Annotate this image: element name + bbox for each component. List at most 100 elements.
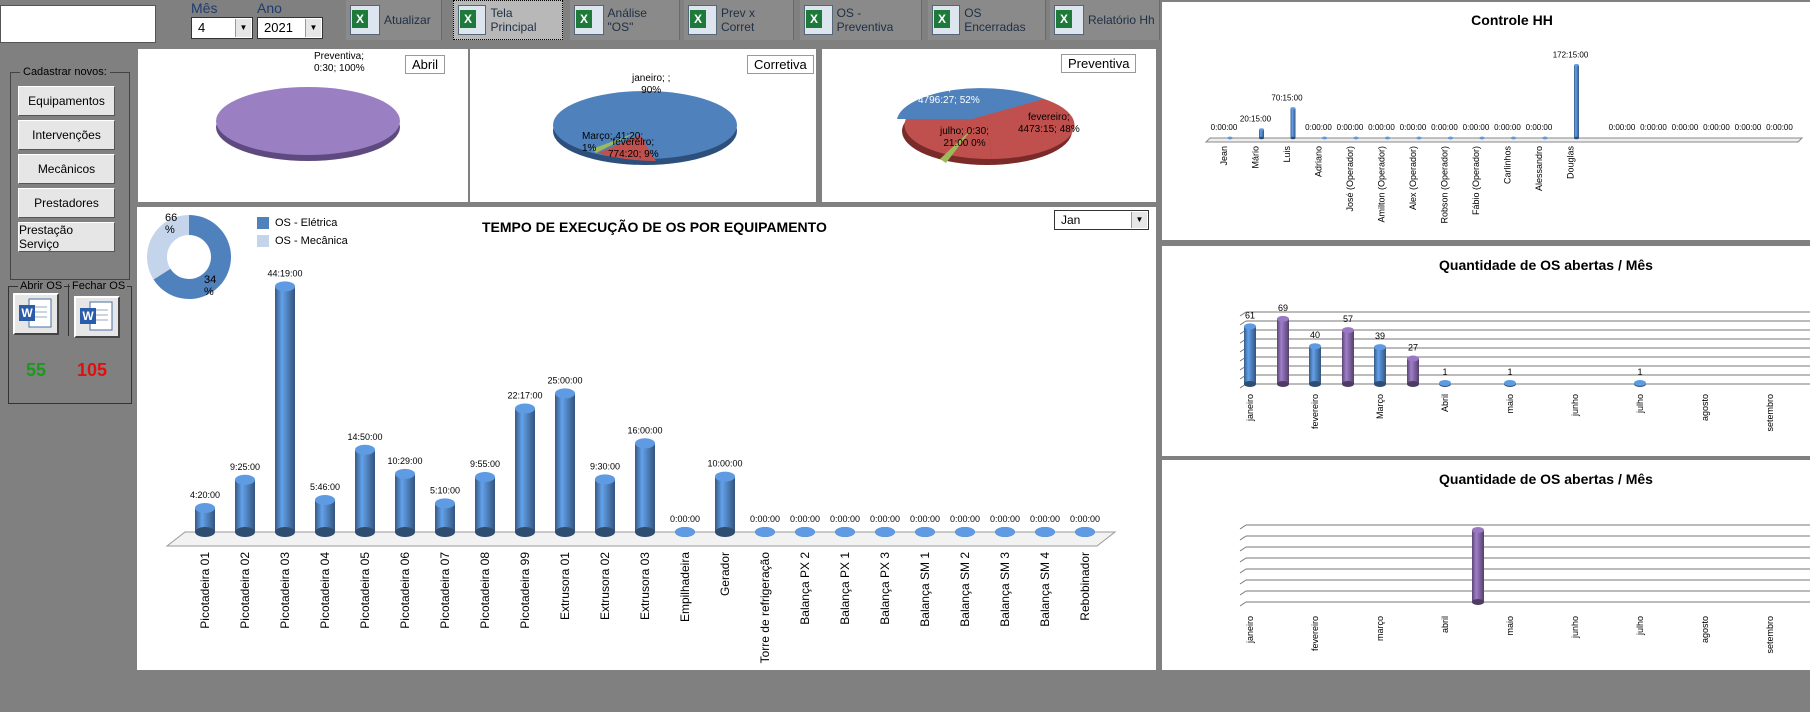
abrir-os-label: Abrir OS: [18, 280, 65, 292]
fechar-os-button[interactable]: W: [74, 296, 120, 338]
relatorio-hh-button[interactable]: X Relatório Hh: [1050, 0, 1160, 40]
gridline: [1239, 535, 1247, 541]
bar-0: [195, 502, 215, 537]
gridline: [1239, 590, 1247, 596]
hh-data-label: 0:00:00: [1735, 123, 1762, 132]
pie-preventiva-label-fevereiro: fevereiro; 4473:15; 48%: [1018, 112, 1080, 135]
prestadores-button[interactable]: Prestadores: [18, 188, 115, 218]
pie-abril-panel: Abril Preventiva; 0:30; 100%: [138, 49, 468, 202]
pie-preventiva-panel: Preventiva janeiro; 4796:27; 52% feverei…: [822, 49, 1156, 202]
os-chart-title: Quantidade de OS abertas / Mês: [1439, 257, 1653, 273]
os-bar-0-0: [1244, 323, 1256, 387]
hh-bar-5: [1385, 136, 1390, 140]
pie-preventiva-label-janeiro: janeiro; 4796:27; 52%: [918, 83, 980, 106]
pie-corretiva-label-janeiro: janeiro; ; 90%: [632, 73, 671, 96]
prev-x-corret-button[interactable]: X Prev x Corret: [684, 0, 794, 40]
bar-13: [715, 471, 735, 537]
bar-data-label: 10:29:00: [387, 456, 422, 466]
bar-category-label: Extrusora 02: [598, 552, 612, 620]
os-bar-0-4: [1504, 380, 1516, 387]
bar-data-label: 4:20:00: [190, 490, 220, 500]
bar-category-label: Picotadeira 03: [278, 552, 292, 629]
os2-chart-title: Quantidade de OS abertas / Mês: [1439, 471, 1653, 487]
excel-grid-icon: X: [458, 5, 487, 35]
hh-chart-title: Controle HH: [1471, 12, 1553, 28]
name-box: [0, 5, 156, 43]
pie-slice-julho: [940, 129, 972, 163]
os2-category-label: janeiro: [1245, 616, 1255, 644]
hh-bar-8: [1479, 136, 1485, 140]
bar-category-label: Balança SM 1: [918, 552, 932, 627]
month-filter-select[interactable]: Jan ▼: [1054, 210, 1149, 230]
hh-bar-6: [1416, 136, 1422, 140]
os2-category-label: março: [1375, 616, 1385, 641]
mes-select[interactable]: 4 ▼: [191, 17, 253, 39]
os-data-label: 61: [1245, 310, 1255, 320]
bar-data-label: 10:00:00: [707, 459, 742, 469]
os-category-label: maio: [1505, 394, 1515, 414]
os-abertas-2-chart: Quantidade de OS abertas / Mês janeiro fev…: [1239, 471, 1810, 654]
bar-12: [675, 527, 695, 537]
os2-category-label: setembro: [1765, 616, 1775, 654]
hh-category-label: Adriano: [1314, 146, 1324, 177]
os-abertas-2-panel: Quantidade de OS abertas / Mês janeiro fev…: [1162, 460, 1810, 670]
hh-data-label: 0:00:00: [1368, 123, 1395, 132]
os2-category-label: julho: [1635, 616, 1645, 636]
ano-label: Ano: [257, 0, 282, 16]
donut-slice-1: [147, 215, 189, 280]
hh-bar-3: [1322, 136, 1327, 140]
bar-15: [795, 527, 815, 537]
legend-eletrica: OS - Elétrica: [257, 217, 337, 229]
prestacao-servico-button[interactable]: Prestação Serviço: [18, 222, 115, 252]
hh-category-label: Douglas: [1566, 146, 1576, 180]
legend-swatch: [257, 217, 269, 229]
hh-bar-4: [1353, 136, 1359, 140]
hh-data-label: 0:00:00: [1609, 123, 1636, 132]
gridline: [1239, 311, 1247, 317]
hh-bar-7: [1448, 136, 1453, 140]
mes-label: Mês: [191, 0, 218, 16]
legend-mecanica: OS - Mecânica: [257, 235, 348, 247]
bar-7: [475, 472, 495, 537]
hh-category-label: Amilton (Operador): [1377, 146, 1387, 223]
os-bar-1-0: [1277, 315, 1289, 387]
tela-principal-button[interactable]: X Tela Principal: [453, 0, 563, 40]
hh-data-label: 0:00:00: [1766, 123, 1793, 132]
os-bar-0-2: [1374, 344, 1386, 387]
pie-corretiva-title: Corretiva: [747, 55, 814, 74]
hh-data-label: 0:00:00: [1672, 123, 1699, 132]
bar-data-label: 0:00:00: [670, 514, 700, 524]
word-doc-icon: W: [80, 301, 113, 331]
bar-data-label: 0:00:00: [910, 514, 940, 524]
intervencoes-button[interactable]: Intervenções: [18, 120, 115, 150]
os-category-label: janeiro: [1245, 394, 1255, 422]
gridline: [1239, 546, 1247, 552]
os-category-label: junho: [1570, 394, 1580, 417]
bar-data-label: 0:00:00: [830, 514, 860, 524]
bar-data-label: 9:25:00: [230, 462, 260, 472]
atualizar-button[interactable]: X Atualizar: [346, 0, 442, 40]
legend-swatch: [257, 235, 269, 247]
pie-abril-label: Preventiva; 0:30; 100%: [314, 51, 365, 74]
abrir-os-button[interactable]: W: [13, 293, 59, 335]
bar-category-label: Picotadeira 01: [198, 552, 212, 629]
pie-corretiva-label-marco: Março; 41:20; 1%: [582, 131, 644, 154]
os-category-label: julho: [1635, 394, 1645, 414]
os2-category-label: agosto: [1700, 616, 1710, 643]
bar-6: [435, 498, 455, 537]
bar-data-label: 0:00:00: [950, 514, 980, 524]
ano-select[interactable]: 2021 ▼: [257, 17, 323, 39]
mecanicos-button[interactable]: Mecânicos: [18, 154, 115, 184]
pie-slice-janeiro: [553, 91, 737, 159]
hh-data-label: 0:00:00: [1337, 123, 1364, 132]
hh-bar-0: [1227, 136, 1233, 140]
os-encerradas-button[interactable]: X OS Encerradas: [928, 0, 1046, 40]
analise-os-button[interactable]: X Análise "OS": [570, 0, 680, 40]
bar-category-label: Rebobinador: [1078, 552, 1092, 621]
os-category-label: Abril: [1440, 394, 1450, 412]
hh-category-label: Fábio (Operador): [1471, 146, 1481, 215]
hh-bar-9: [1511, 136, 1516, 140]
equipamentos-button[interactable]: Equipamentos: [18, 86, 115, 116]
os-preventiva-button[interactable]: X OS - Preventiva: [800, 0, 922, 40]
hh-category-label: Mário: [1251, 146, 1261, 169]
